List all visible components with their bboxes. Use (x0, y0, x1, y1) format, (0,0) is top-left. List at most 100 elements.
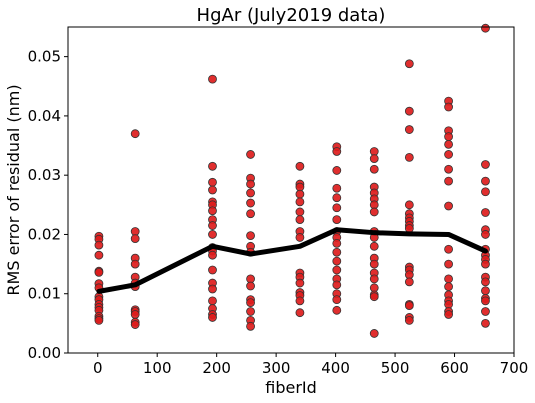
scatter-point (369, 274, 379, 284)
x-axis-label: fiberId (265, 378, 317, 397)
scatter-point (94, 240, 104, 250)
scatter-point (208, 161, 217, 171)
scatter-point (130, 320, 140, 329)
scatter-point (295, 189, 305, 199)
scatter-point (444, 310, 453, 319)
scatter-point (246, 281, 255, 291)
scatter-point (208, 177, 217, 187)
scatter-point (332, 147, 342, 156)
scatter-point (444, 274, 453, 284)
scatter-point (444, 244, 453, 254)
scatter-point (295, 296, 305, 306)
plot-frame (67, 26, 515, 354)
scatter-point (369, 329, 379, 338)
scatter-point (444, 259, 453, 269)
scatter-point (369, 241, 379, 251)
scatter-point (246, 198, 255, 208)
scatter-point (130, 129, 140, 139)
scatter-point (332, 295, 342, 305)
y-tick-label: 0.03 (28, 166, 61, 184)
scatter-point (481, 23, 490, 33)
scatter-point (208, 230, 217, 239)
scatter-point (404, 277, 414, 287)
scatter-point (481, 160, 490, 169)
y-tick-label: 0.02 (28, 225, 61, 243)
scatter-point (332, 238, 342, 248)
scatter-point (481, 176, 490, 186)
scatter-point (481, 259, 490, 269)
scatter-point (332, 247, 342, 257)
scatter-point (208, 185, 217, 195)
mean-line (96, 227, 488, 294)
scatter-point (208, 221, 217, 230)
scatter-point (332, 280, 342, 290)
scatter-point (295, 197, 305, 207)
scatter-point (332, 203, 342, 213)
scatter-point (332, 183, 342, 193)
scatter-point (369, 164, 379, 174)
scatter-point (404, 106, 414, 116)
y-axis-label: RMS error of residual (nm) (4, 84, 23, 295)
scatter-point (404, 125, 414, 134)
scatter-point (208, 296, 217, 306)
scatter-points (94, 23, 490, 338)
scatter-point (369, 154, 379, 163)
scatter-point (404, 315, 414, 325)
scatter-point (404, 152, 414, 162)
scatter-point (444, 150, 453, 159)
mean-line-layer (96, 227, 488, 294)
y-tick-label: 0.05 (28, 48, 61, 66)
scatter-point (208, 74, 217, 84)
x-tick-label: 100 (143, 359, 172, 377)
scatter-point (94, 250, 104, 260)
scatter-point (246, 150, 255, 159)
x-tick-label: 700 (500, 359, 529, 377)
scatter-point (444, 282, 453, 292)
scatter-point (246, 179, 255, 189)
scatter-point (444, 164, 453, 174)
scatter-point (481, 230, 490, 239)
scatter-point (246, 298, 255, 308)
scatter-point (444, 102, 453, 112)
x-tick-label: 300 (262, 359, 291, 377)
scatter-point (295, 278, 305, 288)
scatter-point (332, 193, 342, 203)
scatter-point (94, 267, 104, 277)
y-tick-label: 0.00 (28, 344, 61, 362)
scatter-point (481, 208, 490, 217)
scatter-point (295, 308, 305, 318)
scatter-point (404, 301, 414, 310)
scatter-point (444, 201, 453, 211)
axis-ticks: 0 100 200 300 400 500 600 700 0.00 0.01 0.02 0.03 0.… (28, 48, 529, 377)
scatter-point (246, 321, 255, 331)
scatter-point (246, 231, 255, 241)
scatter-point (481, 286, 490, 296)
scatter-point (332, 215, 342, 225)
scatter-point (444, 132, 453, 142)
scatter-point (481, 307, 490, 316)
scatter-point (332, 256, 342, 266)
scatter-point (481, 277, 490, 287)
scatter-point (246, 188, 255, 198)
scatter-point (404, 59, 414, 69)
x-tick-label: 600 (440, 359, 469, 377)
x-tick-label: 0 (93, 359, 103, 377)
x-tick-label: 200 (202, 359, 231, 377)
scatter-point (404, 200, 414, 210)
scatter-point (295, 233, 305, 242)
scatter-point (295, 161, 305, 171)
scatter-point (369, 292, 379, 302)
scatter-point (444, 139, 453, 149)
x-tick-label: 400 (321, 359, 350, 377)
scatter-point (130, 310, 140, 319)
scatter-point (369, 207, 379, 217)
scatter-point (332, 265, 342, 275)
scatter-point (130, 234, 140, 244)
scatter-point (208, 313, 217, 322)
x-tick-label: 500 (381, 359, 410, 377)
scatter-point (444, 176, 453, 186)
scatter-point (295, 207, 305, 217)
scatter-point (130, 259, 140, 269)
scatter-point (481, 318, 490, 328)
